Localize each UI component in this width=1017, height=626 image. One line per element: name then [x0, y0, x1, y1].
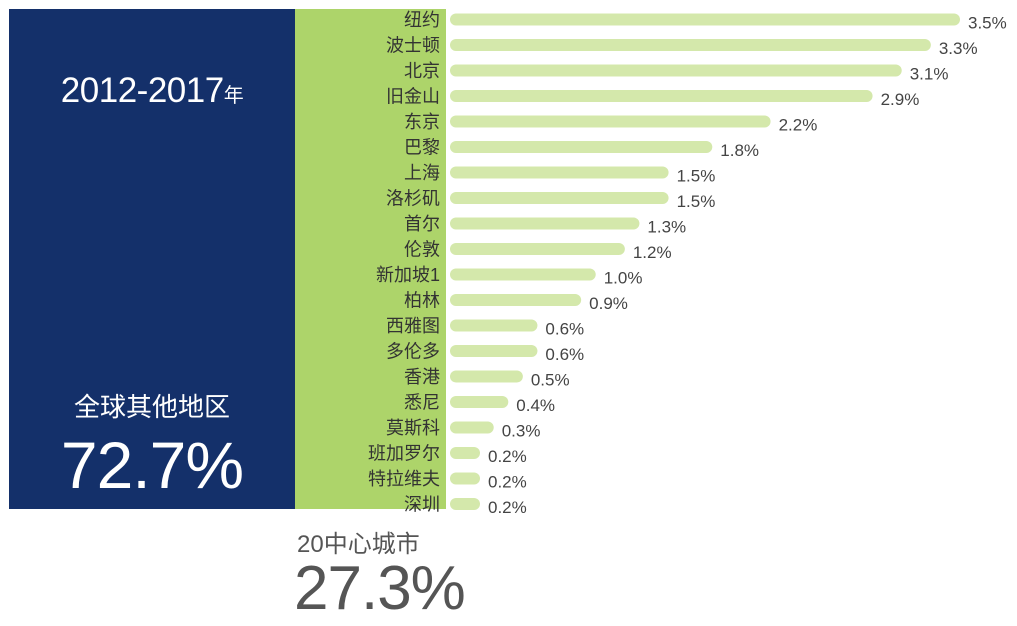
- bar-9: [450, 243, 625, 255]
- category-label-4: 东京: [404, 112, 440, 132]
- category-label-11: 柏林: [404, 291, 440, 311]
- value-label-10: 1.0%: [604, 269, 643, 288]
- category-label-12: 西雅图: [386, 316, 440, 336]
- bar-13: [450, 345, 538, 357]
- bar-14: [450, 370, 523, 383]
- period-title: 2012-2017年: [9, 71, 295, 111]
- bar-5: [450, 141, 713, 153]
- category-label-13: 多伦多: [386, 342, 440, 362]
- rest-of-world-panel: 2012-2017年 全球其他地区 72.7%: [9, 9, 295, 509]
- bar-4: [450, 115, 771, 128]
- category-label-8: 首尔: [404, 214, 440, 234]
- bar-15: [450, 396, 509, 408]
- rest-of-world-label: 全球其他地区: [73, 392, 230, 422]
- bar-19: [450, 498, 480, 510]
- bar-16: [450, 421, 494, 434]
- bar-0: [450, 13, 960, 26]
- category-label-2: 北京: [404, 61, 440, 81]
- value-label-16: 0.3%: [502, 422, 541, 441]
- value-label-13: 0.6%: [545, 345, 584, 364]
- category-label-16: 莫斯科: [386, 418, 440, 438]
- bar-12: [450, 319, 538, 332]
- value-label-6: 1.5%: [677, 167, 716, 186]
- category-label-9: 伦敦: [404, 240, 440, 260]
- bar-10: [450, 268, 596, 281]
- value-label-17: 0.2%: [488, 447, 527, 466]
- value-label-19: 0.2%: [488, 498, 527, 517]
- category-label-6: 上海: [404, 163, 440, 183]
- value-label-11: 0.9%: [589, 294, 628, 313]
- value-label-18: 0.2%: [488, 473, 527, 492]
- category-label-18: 特拉维夫: [368, 469, 440, 489]
- category-label-19: 深圳: [404, 495, 440, 515]
- category-label-7: 洛杉矶: [386, 189, 440, 209]
- value-label-8: 1.3%: [647, 218, 686, 237]
- period-years: 2012-2017: [60, 71, 224, 110]
- category-label-14: 香港: [404, 367, 440, 387]
- category-label-1: 波士顿: [386, 36, 440, 56]
- bar-11: [450, 294, 582, 306]
- rest-of-world-value: 72.7%: [60, 428, 244, 502]
- category-label-17: 班加罗尔: [368, 444, 440, 464]
- value-label-12: 0.6%: [545, 320, 584, 339]
- bar-17: [450, 447, 480, 459]
- value-label-1: 3.3%: [939, 39, 978, 58]
- category-label-15: 悉尼: [404, 393, 440, 413]
- period-suffix: 年: [223, 85, 244, 107]
- value-label-9: 1.2%: [633, 243, 672, 262]
- value-label-15: 0.4%: [516, 396, 555, 415]
- category-label-0: 纽约: [404, 10, 440, 30]
- category-label-3: 旧金山: [386, 87, 440, 107]
- value-label-14: 0.5%: [531, 371, 570, 390]
- top-20-cities-label: 20中心城市: [297, 531, 420, 558]
- bar-6: [450, 166, 669, 179]
- bar-7: [450, 192, 669, 204]
- value-label-2: 3.1%: [910, 65, 949, 84]
- category-label-5: 巴黎: [404, 138, 440, 158]
- value-label-7: 1.5%: [677, 192, 716, 211]
- category-label-10: 新加坡1: [376, 265, 440, 285]
- bar-8: [450, 217, 640, 230]
- bar-1: [450, 39, 931, 51]
- value-label-4: 2.2%: [779, 116, 818, 135]
- value-label-3: 2.9%: [881, 90, 920, 109]
- top-20-cities-value: 27.3%: [294, 554, 466, 623]
- value-label-0: 3.5%: [968, 14, 1007, 33]
- bar-3: [450, 90, 873, 102]
- city-bar-chart: 纽约 3.5% 波士顿 3.3% 北京 3.1% 旧金山 2.9% 东京 2.2% 巴黎 1.8% 上海…: [368, 10, 1007, 517]
- bar-2: [450, 64, 902, 77]
- value-label-5: 1.8%: [720, 141, 759, 160]
- bar-18: [450, 472, 480, 485]
- top-cities-panel: [295, 9, 446, 509]
